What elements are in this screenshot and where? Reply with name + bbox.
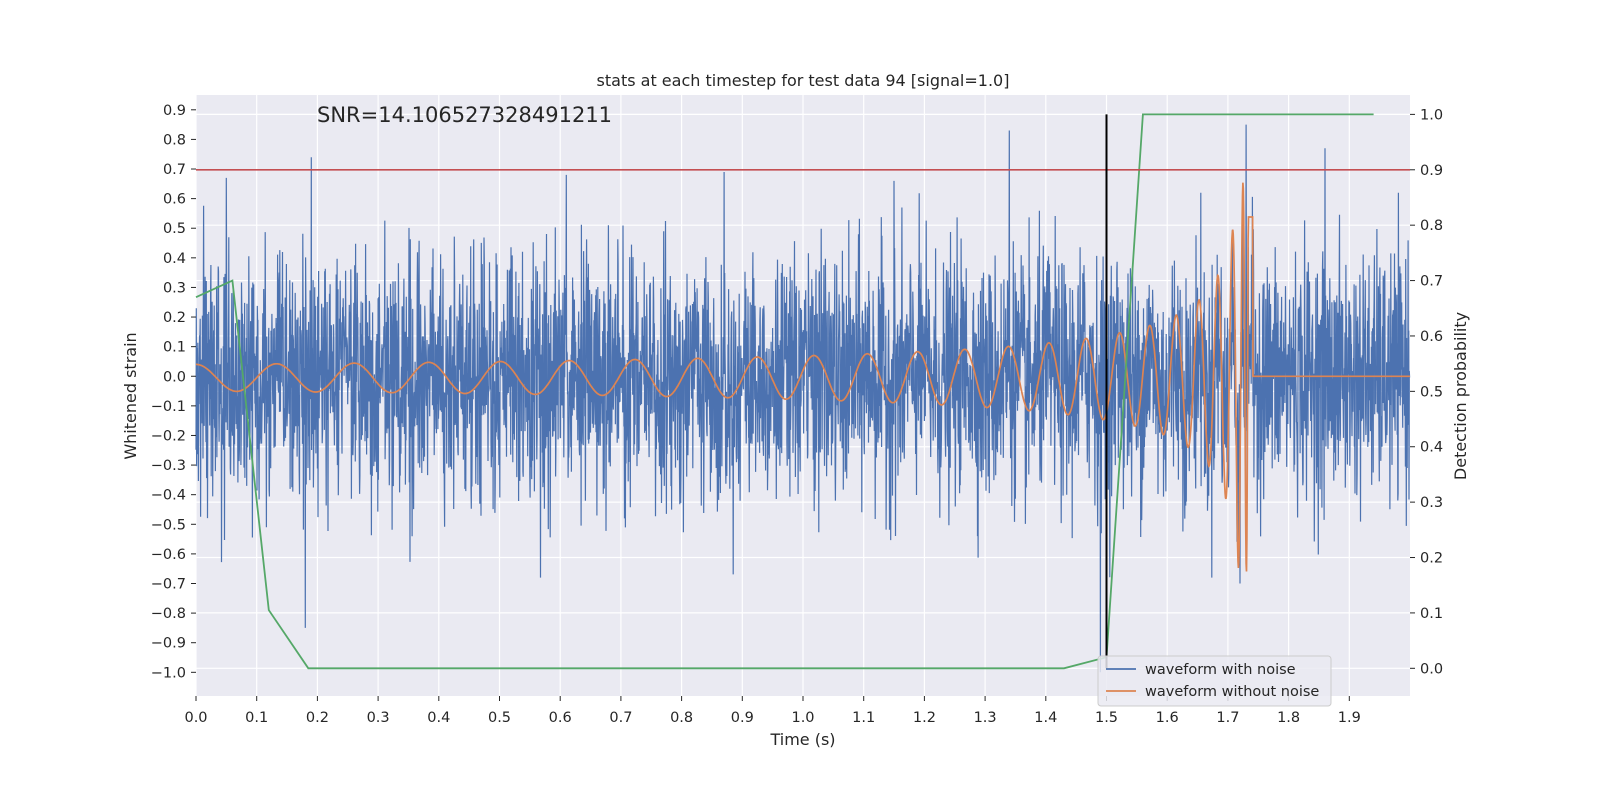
snr-annotation: SNR=14.106527328491211 — [317, 103, 612, 127]
y-left-tick-label-3: −0.7 — [151, 576, 186, 592]
x-tick-label-11: 1.1 — [852, 710, 875, 726]
y-left-tick-label-11: 0.1 — [163, 340, 186, 356]
y-left-tick-label-12: 0.2 — [163, 310, 186, 326]
x-axis-ticks: 0.0 0.1 0.2 0.3 0.4 0.5 0.6 0.7 0.8 0.9 1.0 1.1 1.2 1… — [184, 696, 1361, 726]
y-left-tick-label-14: 0.4 — [163, 251, 186, 267]
y-right-tick-label-2: 0.2 — [1420, 551, 1443, 567]
y-right-tick-label-7: 0.7 — [1420, 274, 1443, 290]
y-left-tick-label-6: −0.4 — [151, 488, 186, 504]
y-left-tick-label-13: 0.3 — [163, 280, 186, 296]
x-tick-label-10: 1.0 — [791, 710, 814, 726]
y-left-tick-label-8: −0.2 — [151, 428, 186, 444]
y-right-tick-label-10: 1.0 — [1420, 107, 1443, 123]
y-right-axis-label: Detection probability — [1451, 312, 1470, 480]
y-right-tick-label-6: 0.6 — [1420, 329, 1443, 345]
y-right-tick-label-1: 0.1 — [1420, 606, 1443, 622]
y-left-tick-label-0: −1.0 — [151, 665, 186, 681]
y-left-tick-label-10: 0.0 — [163, 369, 186, 385]
x-tick-label-7: 0.7 — [609, 710, 632, 726]
y-left-axis-label: Whitened strain — [121, 332, 140, 459]
y-left-tick-label-15: 0.5 — [163, 221, 186, 237]
legend: waveform with noise waveform without noi… — [1097, 655, 1332, 707]
x-tick-label-9: 0.9 — [731, 710, 754, 726]
clean-line — [196, 182, 1410, 572]
x-tick-label-5: 0.5 — [488, 710, 511, 726]
legend-label-clean: waveform without noise — [1145, 684, 1319, 700]
y-left-tick-label-2: −0.8 — [151, 606, 186, 622]
y-left-tick-label-18: 0.8 — [163, 132, 186, 148]
x-tick-label-15: 1.5 — [1095, 710, 1118, 726]
y-right-tick-label-8: 0.8 — [1420, 218, 1443, 234]
x-tick-label-19: 1.9 — [1338, 710, 1361, 726]
chart-title: stats at each timestep for test data 94 … — [597, 71, 1010, 90]
x-tick-label-6: 0.6 — [549, 710, 572, 726]
y-left-tick-label-1: −0.9 — [151, 636, 186, 652]
legend-label-noise: waveform with noise — [1145, 662, 1296, 678]
probability-line — [195, 113, 1374, 670]
x-tick-label-4: 0.4 — [427, 710, 450, 726]
y-left-axis-ticks: −1.0 −0.9 −0.8 −0.7 −0.6 −0.5 −0.4 −0.3 −0.2 −0.1… — [151, 103, 196, 681]
y-left-tick-label-16: 0.6 — [163, 192, 186, 208]
x-tick-label-13: 1.3 — [974, 710, 997, 726]
y-left-tick-label-19: 0.9 — [163, 103, 186, 119]
y-right-tick-label-3: 0.3 — [1420, 495, 1443, 511]
x-tick-label-1: 0.1 — [245, 710, 268, 726]
x-tick-label-2: 0.2 — [306, 710, 329, 726]
y-right-tick-label-0: 0.0 — [1420, 661, 1443, 677]
x-tick-label-17: 1.7 — [1216, 710, 1239, 726]
series-waveform-without-noise — [196, 182, 1410, 572]
y-left-tick-label-4: −0.6 — [151, 547, 186, 563]
y-left-tick-label-9: −0.1 — [151, 399, 186, 415]
y-right-tick-label-4: 0.4 — [1420, 440, 1443, 456]
y-right-axis-ticks: 0.0 0.1 0.2 0.3 0.4 0.5 0.6 0.7 0.8 0.9 1.0 — [1410, 107, 1443, 677]
y-right-tick-label-9: 0.9 — [1420, 163, 1443, 179]
y-right-tick-label-5: 0.5 — [1420, 384, 1443, 400]
x-tick-label-18: 1.8 — [1277, 710, 1300, 726]
y-left-tick-label-7: −0.3 — [151, 458, 186, 474]
x-tick-label-14: 1.4 — [1034, 710, 1057, 726]
x-tick-label-0: 0.0 — [184, 710, 207, 726]
x-tick-label-3: 0.3 — [367, 710, 390, 726]
x-axis-label: Time (s) — [769, 730, 835, 749]
y-left-tick-label-17: 0.7 — [163, 162, 186, 178]
legend-box — [1097, 655, 1332, 707]
x-tick-label-16: 1.6 — [1156, 710, 1179, 726]
x-tick-label-12: 1.2 — [913, 710, 936, 726]
x-tick-label-8: 0.8 — [670, 710, 693, 726]
y-left-tick-label-5: −0.5 — [151, 517, 186, 533]
